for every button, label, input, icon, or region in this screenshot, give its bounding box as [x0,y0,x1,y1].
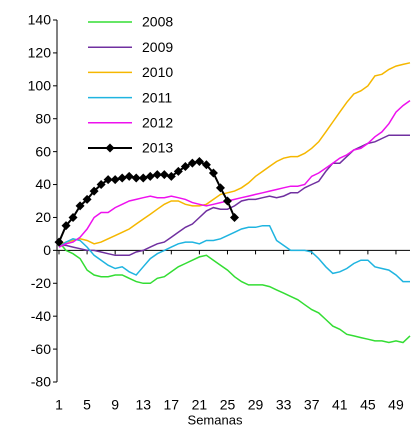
data-point [187,158,197,168]
y-tick-label: -40 [31,308,51,324]
data-point [222,196,232,206]
x-tick-label: 33 [276,397,292,413]
legend-label: 2012 [142,115,173,131]
y-tick-label: 20 [35,209,51,225]
series-line [58,224,410,283]
data-point [230,212,239,222]
y-tick-label: 100 [28,78,52,94]
series-line [58,241,411,344]
data-point [75,201,85,211]
data-point [103,175,113,185]
y-tick-label: -20 [31,275,51,291]
data-point [68,212,78,222]
data-point [180,161,190,171]
x-tick-label: 37 [304,397,320,413]
data-point [152,170,162,180]
data-point [208,168,218,178]
data-point [54,237,64,247]
legend-marker [105,143,115,153]
x-tick-label: 41 [332,397,348,413]
data-point [117,173,127,183]
y-tick-label: -80 [31,374,51,390]
data-point [131,173,141,183]
x-tick-label: 49 [388,397,404,413]
data-point [166,171,176,181]
y-tick-label: 0 [43,242,51,258]
x-tick-label: 29 [248,397,264,413]
series-line [58,62,411,247]
x-axis-title: Semanas [188,412,243,426]
x-tick-label: 5 [83,397,91,413]
x-tick-label: 13 [135,397,151,413]
y-tick-label: -60 [31,341,51,357]
data-point [201,160,211,170]
y-tick-label: 140 [28,12,52,28]
data-point [89,186,99,196]
data-point [96,180,106,190]
x-tick-label: 45 [360,397,376,413]
legend-label: 2010 [142,64,173,80]
series-line [58,99,411,248]
x-tick-label: 1 [55,397,63,413]
data-point [124,171,134,181]
x-tick-label: 17 [164,397,180,413]
y-tick-label: 80 [35,110,51,126]
legend-label: 2009 [142,39,173,55]
y-tick-label: 40 [35,176,51,192]
data-point [61,221,71,231]
y-tick-label: 60 [35,143,51,159]
x-tick-label: 9 [111,397,119,413]
x-tick-label: 25 [220,397,236,413]
data-point [145,171,155,181]
data-point [173,166,183,176]
data-point [82,194,92,204]
x-tick-label: 21 [192,397,208,413]
legend-label: 2008 [142,14,173,30]
data-point [159,170,169,180]
data-point [215,183,225,193]
legend-label: 2013 [142,140,173,156]
y-tick-label: 120 [28,45,52,61]
data-point [110,175,120,185]
legend-label: 2011 [142,89,172,105]
data-point [138,173,148,183]
data-point [194,157,204,167]
